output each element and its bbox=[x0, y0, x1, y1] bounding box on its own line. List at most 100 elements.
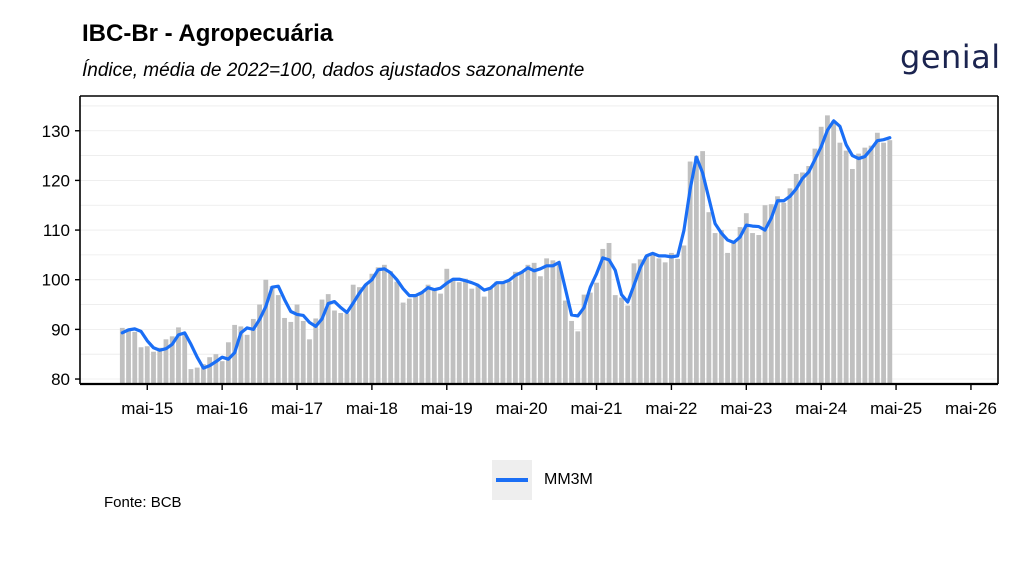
x-tick-label: mai-25 bbox=[870, 399, 922, 418]
bar bbox=[606, 242, 612, 384]
bar bbox=[151, 351, 156, 384]
chart-subtitle: Índice, média de 2022=100, dados ajustad… bbox=[82, 60, 585, 81]
bar bbox=[475, 285, 481, 384]
bar bbox=[662, 262, 668, 384]
y-tick-label: 80 bbox=[51, 370, 70, 389]
bar bbox=[194, 367, 200, 384]
bar bbox=[294, 304, 300, 384]
bar bbox=[300, 320, 306, 384]
bar bbox=[500, 283, 506, 384]
line-layer bbox=[120, 119, 892, 370]
bar bbox=[637, 259, 643, 384]
bar bbox=[313, 318, 319, 384]
y-tick-label: 90 bbox=[51, 320, 70, 339]
bar bbox=[874, 132, 880, 384]
source-note: Fonte: BCB bbox=[104, 494, 182, 511]
bar bbox=[550, 260, 556, 384]
bar bbox=[712, 233, 718, 384]
bar bbox=[575, 331, 581, 384]
bar bbox=[887, 140, 893, 384]
bar bbox=[463, 278, 468, 384]
bar bbox=[275, 295, 281, 384]
bar bbox=[381, 264, 387, 384]
bar bbox=[619, 297, 624, 384]
bar bbox=[831, 120, 837, 385]
bar bbox=[812, 148, 818, 384]
bar bbox=[600, 248, 606, 384]
bar bbox=[868, 145, 874, 384]
bar bbox=[288, 321, 294, 384]
bar bbox=[718, 230, 724, 384]
chart-legend: MM3M bbox=[492, 460, 593, 500]
bar bbox=[344, 313, 350, 384]
x-tick-label: mai-17 bbox=[271, 399, 323, 418]
bar bbox=[750, 233, 755, 384]
bar bbox=[250, 318, 256, 384]
bar bbox=[438, 293, 443, 384]
bar bbox=[182, 334, 188, 384]
bar bbox=[319, 299, 325, 384]
bar bbox=[849, 168, 855, 384]
bar bbox=[225, 342, 231, 384]
bar bbox=[768, 204, 774, 384]
bar bbox=[375, 267, 381, 384]
bar bbox=[556, 264, 562, 384]
bar bbox=[631, 263, 637, 384]
bar bbox=[756, 235, 762, 384]
bar bbox=[818, 126, 824, 385]
chart-title: IBC-Br - Agropecuária bbox=[82, 20, 334, 47]
bar bbox=[369, 273, 375, 384]
bar bbox=[837, 142, 843, 384]
y-tick-label: 130 bbox=[42, 122, 70, 141]
bar bbox=[144, 346, 150, 384]
bar bbox=[644, 255, 649, 384]
bar bbox=[581, 294, 587, 384]
bar bbox=[513, 271, 518, 384]
bar bbox=[625, 305, 631, 384]
x-tick-label: mai-22 bbox=[645, 399, 697, 418]
bar bbox=[481, 296, 487, 384]
bar bbox=[843, 150, 849, 384]
bar bbox=[743, 213, 749, 384]
x-tick-label: mai-15 bbox=[121, 399, 173, 418]
bar bbox=[531, 262, 537, 384]
bar bbox=[562, 300, 568, 384]
bar bbox=[725, 252, 730, 384]
bar bbox=[244, 334, 250, 384]
bar bbox=[700, 151, 706, 384]
x-tick-label: mai-21 bbox=[571, 399, 623, 418]
bar bbox=[307, 339, 312, 384]
bar bbox=[612, 295, 618, 384]
bar bbox=[163, 339, 169, 384]
bar bbox=[656, 258, 662, 384]
x-tick-label: mai-19 bbox=[421, 399, 473, 418]
x-tick-label: mai-16 bbox=[196, 399, 248, 418]
bar-layer bbox=[119, 115, 893, 385]
bar bbox=[737, 227, 743, 384]
brand-logo: genial bbox=[900, 38, 1001, 76]
legend-label: MM3M bbox=[544, 471, 593, 488]
bar bbox=[775, 196, 780, 384]
bar bbox=[731, 240, 737, 384]
bar bbox=[856, 153, 862, 384]
bar bbox=[213, 354, 219, 384]
bar bbox=[506, 281, 512, 384]
bar bbox=[456, 282, 462, 384]
bar bbox=[176, 327, 181, 384]
bar bbox=[537, 276, 543, 384]
y-tick-label: 110 bbox=[43, 221, 70, 240]
bar bbox=[444, 268, 450, 384]
bar bbox=[881, 142, 886, 384]
bar bbox=[282, 317, 287, 384]
bar bbox=[257, 304, 262, 384]
bar bbox=[431, 289, 437, 384]
bar bbox=[413, 295, 418, 384]
bar bbox=[825, 115, 830, 385]
bar bbox=[338, 312, 344, 384]
y-tick-label: 100 bbox=[42, 271, 70, 290]
bar bbox=[862, 147, 868, 384]
bar bbox=[207, 357, 213, 384]
bar bbox=[219, 361, 225, 384]
bar bbox=[669, 252, 674, 384]
bar bbox=[119, 327, 125, 384]
